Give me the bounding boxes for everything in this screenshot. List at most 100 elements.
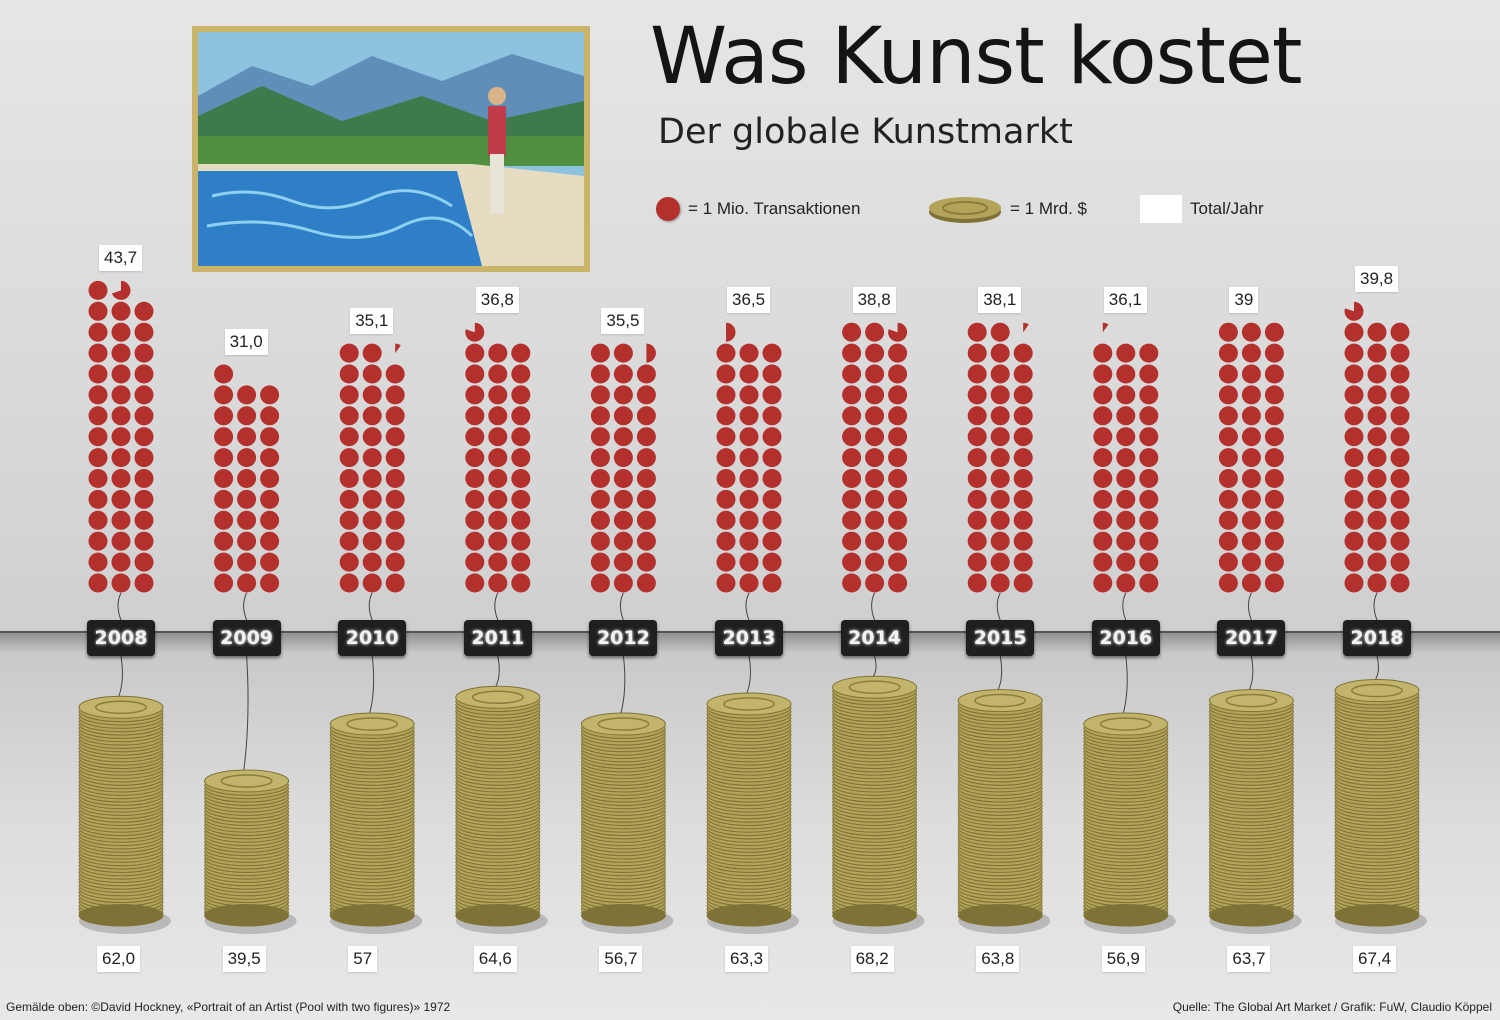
coin-edge: [832, 797, 918, 810]
transaction-dot: [1139, 552, 1159, 572]
coin-edge: [1083, 807, 1169, 820]
coin-edge: [78, 904, 164, 917]
transaction-total-label: 35,5: [601, 307, 645, 334]
coin-edge: [1083, 777, 1169, 790]
transaction-dot: [237, 427, 257, 447]
coin-edge: [204, 864, 290, 877]
coin-edge: [706, 827, 792, 840]
transaction-dot: [716, 343, 736, 363]
coin-edge: [1334, 780, 1420, 793]
legend-transactions-label: = 1 Mio. Transaktionen: [688, 199, 861, 218]
transaction-dot: [1139, 427, 1159, 447]
coin-edge: [204, 834, 290, 847]
transaction-dot: [339, 552, 359, 572]
coin-edge: [1083, 760, 1169, 773]
coin-edge: [832, 827, 918, 840]
transaction-dot-partial: [1102, 322, 1109, 333]
legend-total: Total/Jahr: [1140, 194, 1264, 224]
coin-edge: [580, 747, 666, 760]
transaction-dot: [888, 489, 908, 509]
coin-stack-bottom: [204, 904, 289, 926]
coin-edge: [957, 797, 1043, 810]
transaction-dot: [842, 427, 862, 447]
transaction-dot: [237, 469, 257, 488]
coin-edge: [957, 801, 1043, 813]
coin-edge: [580, 767, 666, 780]
coin-edge: [329, 780, 415, 793]
coin-edge: [78, 717, 164, 729]
coin-edge: [1208, 720, 1294, 733]
coin-edge: [580, 834, 666, 847]
transaction-dot: [888, 364, 908, 384]
coin-edge: [204, 831, 290, 843]
transaction-dot: [1367, 531, 1387, 551]
coin-edge: [78, 804, 164, 816]
transaction-dot: [88, 489, 108, 509]
coin-edge: [706, 914, 792, 927]
coin-top: [329, 712, 415, 736]
transaction-dot: [888, 552, 908, 572]
transaction-dot: [1093, 469, 1113, 488]
coin-edge: [329, 774, 415, 786]
transaction-dot: [1218, 531, 1238, 551]
connector-line: [368, 592, 373, 621]
coin-edge: [1208, 908, 1294, 920]
coin-edge: [832, 868, 918, 880]
coin-edge: [706, 744, 792, 756]
transaction-dot: [1241, 469, 1261, 488]
transaction-dot: [636, 573, 656, 593]
coin-edge: [957, 747, 1043, 760]
transaction-dot: [590, 552, 610, 572]
coin-edge: [706, 784, 792, 796]
coin-edge: [580, 861, 666, 873]
transaction-dot-partial: [726, 322, 736, 342]
transaction-dot: [237, 510, 257, 530]
coin-edge: [706, 854, 792, 867]
transaction-dot: [260, 469, 280, 488]
coin-edge: [580, 801, 666, 813]
coin-edge: [1083, 764, 1169, 776]
transaction-dot: [214, 406, 234, 426]
transaction-dot: [385, 531, 405, 551]
coin-edge: [706, 844, 792, 857]
transaction-dot: [1139, 406, 1159, 426]
transaction-dot: [111, 427, 131, 447]
transaction-dot: [385, 469, 405, 488]
transaction-dot: [888, 406, 908, 426]
coin-edge: [329, 734, 415, 746]
transaction-dot: [339, 385, 359, 405]
coin-edge: [204, 844, 290, 857]
transaction-dot: [237, 406, 257, 426]
transaction-dot: [465, 531, 485, 551]
transaction-dot: [739, 364, 759, 384]
coin-edge: [329, 801, 415, 813]
transaction-dot: [1241, 427, 1261, 447]
transaction-dot: [716, 406, 736, 426]
coin-edge: [1083, 750, 1169, 763]
transaction-dot: [1241, 322, 1261, 342]
coin-edge: [329, 891, 415, 904]
coin-edge: [706, 797, 792, 810]
coin-edge: [455, 837, 541, 850]
coin-stack-bottom: [958, 904, 1043, 926]
transaction-dot: [488, 510, 508, 530]
transaction-dot: [865, 322, 885, 342]
transaction-dot: [1116, 343, 1136, 363]
coin-edge: [78, 811, 164, 823]
transaction-dot: [465, 573, 485, 593]
year-tag-2014: 2014: [840, 620, 909, 656]
coin-edge: [455, 707, 541, 719]
transaction-dot: [260, 406, 280, 426]
coin-edge: [832, 787, 918, 800]
transaction-dot: [260, 427, 280, 447]
coin-edge: [1208, 854, 1294, 867]
coin-edge: [580, 744, 666, 756]
coin-edge: [1334, 864, 1420, 877]
coin-edge: [204, 801, 290, 813]
coin-edge: [1083, 824, 1169, 837]
coin-edge: [78, 901, 164, 914]
coin-edge: [580, 770, 666, 783]
transaction-dot: [111, 531, 131, 551]
transaction-dot: [214, 510, 234, 530]
transaction-dot: [339, 510, 359, 530]
